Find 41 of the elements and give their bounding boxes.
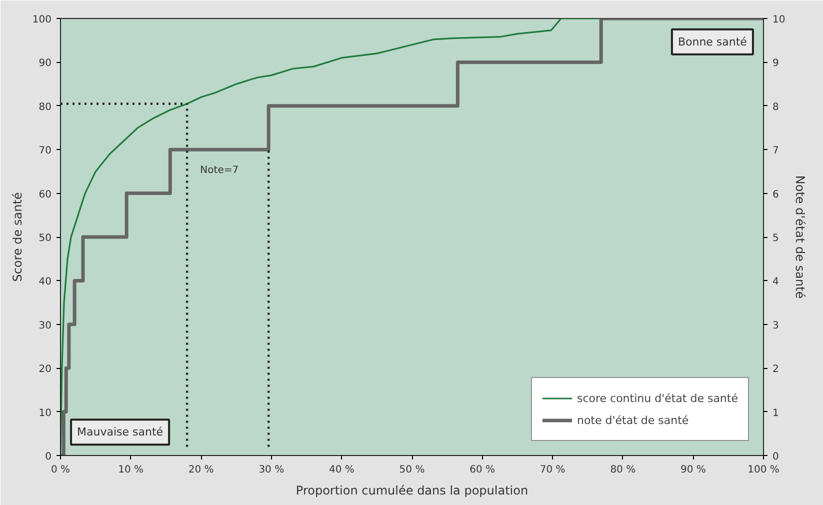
x-tick-label: 40 % — [328, 464, 354, 476]
y2-tick-label: 10 — [772, 14, 786, 26]
x-tick-label: 100 % — [748, 464, 780, 476]
y-tick-label: 90 — [38, 58, 52, 70]
y2-tick-label: 2 — [772, 364, 779, 376]
y2-tick-label: 9 — [772, 58, 779, 70]
y-tick-label: 60 — [38, 189, 52, 200]
y2-tick-label: 0 — [772, 452, 779, 462]
y2-tick-label: 7 — [772, 146, 779, 157]
y2-tick-label: 5 — [772, 233, 779, 244]
legend-label: score continu d'état de santé — [576, 392, 738, 404]
x-tick-label: 10 % — [118, 464, 144, 476]
y-tick-label: 50 — [38, 233, 52, 244]
x-axis-title: Proportion cumulée dans la population — [296, 484, 528, 498]
legend-label: note d'état de santé — [576, 414, 689, 426]
x-tick-label: 80 % — [610, 464, 636, 476]
x-tick-label: 90 % — [680, 464, 706, 476]
y-axis-title: Score de santé — [10, 192, 24, 282]
annotation: Mauvaise santé — [77, 426, 164, 439]
y-tick-label: 20 — [38, 364, 52, 376]
y-tick-label: 100 — [32, 14, 52, 26]
y-tick-label: 10 — [38, 408, 52, 419]
y-tick-label: 40 — [38, 276, 52, 288]
x-tick-label: 50 % — [399, 464, 425, 476]
x-tick-label: 70 % — [540, 464, 566, 476]
y2-tick-label: 3 — [772, 320, 779, 332]
annotation: Bonne santé — [678, 35, 748, 48]
y-tick-label: 80 — [38, 102, 52, 113]
y2-axis-title: Note d'état de santé — [793, 175, 808, 299]
y2-tick-label: 4 — [772, 276, 779, 288]
y2-tick-label: 1 — [772, 408, 779, 419]
x-tick-label: 0 % — [50, 464, 70, 476]
y-tick-label: 0 — [45, 452, 52, 462]
y2-tick-label: 8 — [772, 102, 779, 113]
y2-tick-label: 6 — [772, 189, 779, 200]
annotation: Note=7 — [200, 164, 239, 176]
x-tick-label: 30 % — [258, 464, 284, 476]
y-tick-label: 30 — [38, 320, 52, 332]
x-tick-label: 20 % — [188, 464, 214, 476]
y-tick-label: 70 — [38, 146, 52, 157]
x-tick-label: 60 % — [470, 464, 496, 476]
